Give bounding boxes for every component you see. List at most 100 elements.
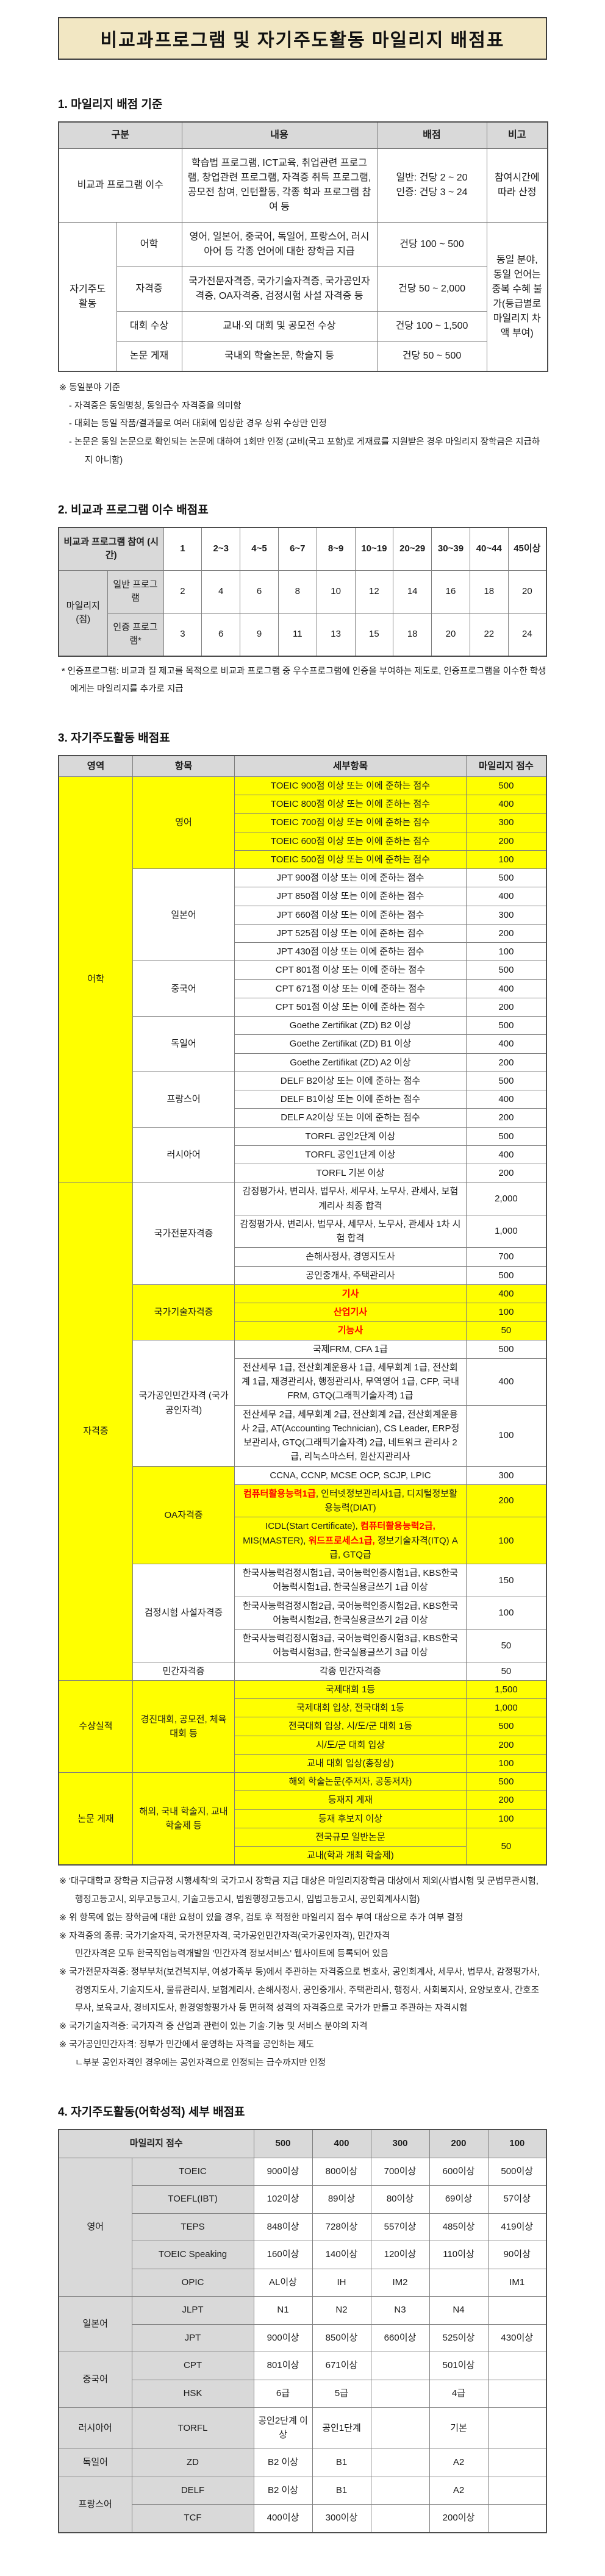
score-cell: 200 — [465, 1164, 547, 1183]
detail-cell: Goethe Zertifikat (ZD) B2 이상 — [234, 1016, 467, 1036]
detail-cell: 기사 — [234, 1284, 467, 1304]
detail-cell: 국제대회 1등 — [234, 1680, 467, 1700]
score-requirement-cell: A2 — [429, 2476, 489, 2505]
item-cell: 논문 게재 — [116, 341, 182, 372]
table-row: 교내(학과 개최 학술제) — [59, 1846, 546, 1866]
table-row: 전국대회 입상, 시/도/군 대회 1등 500 — [59, 1717, 547, 1736]
hours-range-header: 1 — [163, 527, 202, 571]
score-requirement-cell: 공인1단계 — [312, 2407, 371, 2450]
table-row: 컴퓨터활용능력1급, 인터넷정보관리사1급, 디지털정보활용능력(DIAT) 20… — [59, 1484, 547, 1518]
hours-range-header: 6~7 — [277, 527, 317, 571]
table-row: 손해사정사, 경영지도사 700 — [59, 1247, 547, 1267]
table-row: 인증 프로그램* 3 6 9 11 13 15 18 20 22 24 — [59, 612, 547, 657]
mileage-value-cell: 3 — [163, 612, 202, 657]
detail-cell: DELF B1이상 또는 이에 준하는 점수 — [234, 1090, 467, 1109]
section2-note: * 인증프로그램: 비교과 질 제고를 목적으로 비교과 프로그램 중 우수프로… — [62, 666, 546, 694]
score-cell: 500 — [465, 1126, 547, 1146]
score-cell: 500 — [465, 1071, 547, 1091]
table-row: TOEIC 500점 이상 또는 이에 준하는 점수 100 — [59, 850, 547, 870]
table-row: 수상실적 경진대회, 공모전, 체육대회 등 국제대회 1등 1,500 — [58, 1680, 547, 1773]
score-cell: 500 — [465, 1772, 547, 1792]
detail-cell: 감정평가사, 변리사, 법무사, 세무사, 노무사, 관세사 1차 시험 합격 — [234, 1214, 467, 1248]
table-row: 등재 후보지 이상 100 — [59, 1809, 547, 1828]
score-cell: 300 — [465, 1465, 547, 1485]
detail-cell: TORFL 공인2단계 이상 — [234, 1126, 467, 1146]
hours-range-header: 2~3 — [201, 527, 241, 571]
score-cell: 1,500 — [465, 1680, 547, 1700]
detail-cell: 한국사능력검정시험1급, 국어능력인증시험1급, KBS한국어능력시험1급, 한… — [234, 1564, 467, 1597]
score-requirement-cell — [487, 2476, 547, 2505]
table-row: 교내 대회 입상(총장상) 100 — [59, 1753, 547, 1773]
table-row: 독일어 ZD B2 이상 B1 A2 — [58, 2449, 547, 2477]
mileage-value-cell: 16 — [431, 570, 470, 614]
table-row: 등재지 게재 200 — [59, 1791, 547, 1810]
score-cell: 500 — [465, 868, 547, 888]
table-row: 자격증 국가전문자격증, 국가기술자격증, 국가공인자격증, OA자격증, 검정… — [59, 267, 548, 312]
hours-range-header: 20~29 — [393, 527, 432, 571]
area-cell: 수상실적 — [58, 1680, 134, 1773]
score-requirement-cell: 69이상 — [429, 2185, 489, 2214]
table-header-row: 구분 내용 배점 비고 — [58, 121, 548, 149]
detail-cell: Goethe Zertifikat (ZD) B1 이상 — [234, 1034, 467, 1054]
program-completion-points-table: 비교과 프로그램 참여 (시간) 1 2~3 4~5 6~7 8~9 10~19 20~29 3… — [58, 526, 547, 657]
column-header-content: 내용 — [181, 121, 378, 149]
score-requirement-cell: 801이상 — [253, 2352, 313, 2380]
table-row: 중국어 CPT 801이상 671이상 501이상 — [58, 2352, 547, 2408]
table-row: 프랑스어 DELF B2이상 또는 이에 준하는 점수 500 — [59, 1071, 547, 1128]
column-header: 항목 — [132, 755, 235, 777]
detail-cell: JPT 850점 이상 또는 이에 준하는 점수 — [234, 887, 467, 906]
participation-hours-header: 비교과 프로그램 참여 (시간) — [58, 527, 164, 571]
table-row: 전산세무 1급, 전산회계운용사 1급, 세무회계 1급, 전산회계 1급, 재… — [59, 1358, 547, 1406]
score-cell: 50 — [465, 1661, 547, 1681]
item-cell: 영어 — [132, 776, 235, 870]
note-line: ※ 국가전문자격증: 정부부처(보건복지부, 여성가족부 등)에서 주관하는 자… — [59, 1967, 540, 2014]
score-cell: 300 — [465, 813, 547, 832]
table-row: 시/도/군 대회 입상 200 — [59, 1735, 547, 1755]
score-requirement-cell: IM2 — [370, 2268, 430, 2297]
mileage-value-cell: 12 — [354, 570, 394, 614]
table-row: 영역 항목 세부항목 마일리지 점수 — [58, 755, 547, 777]
table-row: 자격증 국가전문자격증 감정평가사, 변리사, 법무사, 세무사, 노무사, 관세사… — [58, 1182, 547, 1681]
test-name-cell: DELF — [131, 2476, 254, 2505]
score-requirement-cell: 4급 — [429, 2379, 489, 2408]
detail-cell: Goethe Zertifikat (ZD) A2 이상 — [234, 1053, 467, 1072]
score-requirement-cell: 120이상 — [370, 2241, 430, 2269]
test-name-cell: ZD — [131, 2449, 254, 2477]
item-cell: 대회 수상 — [116, 311, 182, 342]
score-cell: 200 — [465, 1053, 547, 1072]
item-cell: 중국어 — [132, 961, 235, 1017]
language-cell: 중국어 — [58, 2352, 132, 2408]
item-cell: 국가전문자격증 — [132, 1182, 235, 1285]
detail-cell: 등재 후보지 이상 — [234, 1809, 467, 1828]
table-row: TOEIC Speaking 160이상 140이상 120이상 110이상 90이상 — [59, 2241, 547, 2269]
table-row: TEPS 848이상 728이상 557이상 485이상 419이상 — [59, 2213, 547, 2242]
hours-range-header: 4~5 — [240, 527, 279, 571]
score-requirement-cell — [487, 2407, 547, 2450]
item-cell: 해외, 국내 학술지, 교내 학술제 등 — [132, 1772, 235, 1866]
score-cell: 1,000 — [465, 1698, 547, 1718]
score-cell: 500 — [465, 961, 547, 980]
area-cell: 자격증 — [58, 1182, 134, 1681]
score-requirement-cell: 공인2단계 이상 — [253, 2407, 313, 2450]
score-requirement-cell: 557이상 — [370, 2213, 430, 2242]
section3-heading: 3. 자기주도활동 배점표 — [58, 731, 170, 745]
table-row: 국가공인민간자격 (국가공인자격) 국제FRM, CFA 1급 500 — [59, 1339, 547, 1467]
score-cell: 50 — [465, 1827, 547, 1866]
detail-cell: JPT 430점 이상 또는 이에 준하는 점수 — [234, 942, 467, 962]
item-cell: 검정시험 사설자격증 — [132, 1564, 235, 1662]
detail-cell: CPT 671점 이상 또는 이에 준하는 점수 — [234, 979, 467, 998]
test-name-cell: TOEIC Speaking — [131, 2241, 254, 2269]
content-cell: 학습법 프로그램, ICT교육, 취업관련 프로그램, 창업관련 프로그램, 자… — [181, 148, 378, 223]
table-row: 논문 게재 국내외 학술논문, 학술지 등 건당 50 ~ 500 — [59, 341, 548, 372]
score-requirement-cell — [370, 2352, 430, 2380]
points-column-header: 200 — [429, 2129, 489, 2158]
score-requirement-cell: 671이상 — [312, 2352, 371, 2380]
section3-notes: ※ '대구대학교 장학금 지급규정 시행세칙'의 국가고시 장학금 지급 대상은… — [59, 1873, 547, 2072]
score-requirement-cell: 6급 — [253, 2379, 313, 2408]
table-row: 감정평가사, 변리사, 법무사, 세무사, 노무사, 관세사 1차 시험 합격 1… — [59, 1214, 547, 1248]
score-cell: 100 — [465, 1753, 547, 1773]
score-cell: 400 — [465, 1034, 547, 1054]
program-type-label: 인증 프로그램* — [107, 612, 164, 657]
score-requirement-cell: B2 이상 — [253, 2449, 313, 2477]
score-requirement-cell: 200이상 — [429, 2504, 489, 2533]
